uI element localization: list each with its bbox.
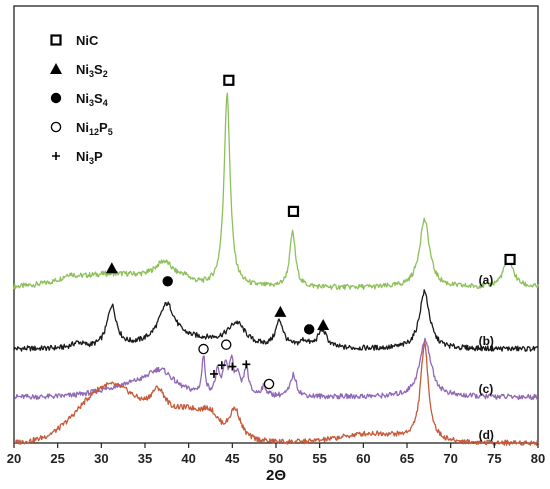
legend-entry-label: Ni3P — [76, 149, 103, 166]
x-tick-label: 75 — [487, 451, 501, 466]
x-tick-label: 50 — [269, 451, 283, 466]
x-tick-label: 60 — [356, 451, 370, 466]
series-line-2 — [13, 289, 539, 352]
filled-triangle-marker — [274, 305, 287, 317]
legend-plus-icon — [52, 152, 60, 160]
plus-marker — [228, 362, 237, 371]
open-square-marker — [504, 253, 516, 266]
plus-marker — [209, 369, 218, 378]
legend-entry-label: Ni3S2 — [76, 62, 108, 79]
x-tick-label: 70 — [443, 451, 457, 466]
series-label: (d) — [479, 428, 494, 442]
legend-entry-label: Ni12P5 — [76, 120, 113, 137]
open-square-marker — [287, 205, 300, 217]
series-label: (b) — [479, 334, 494, 348]
x-tick-label: 65 — [400, 451, 414, 466]
plus-marker — [242, 360, 251, 369]
x-tick-label: 80 — [531, 451, 545, 466]
legend-open-circle-icon — [50, 121, 62, 133]
series-layer — [13, 92, 539, 446]
filled-triangle-marker — [105, 262, 118, 274]
legend-filled-circle-icon — [50, 92, 62, 104]
x-tick-label: 30 — [94, 451, 108, 466]
open-circle-marker — [198, 343, 209, 355]
series-line-1 — [13, 92, 539, 291]
series-label: (c) — [479, 382, 494, 396]
legend: NiC Ni3S2 Ni3S4 Ni12P5 Ni3P — [50, 33, 113, 166]
filled-circle-marker — [303, 324, 315, 335]
legend-entry-label: NiC — [76, 33, 99, 48]
legend-open-square-icon — [50, 34, 62, 46]
series-line-3 — [13, 337, 539, 401]
curve-label-layer: (a) (b) (c) (d) — [479, 273, 494, 442]
series-label: (a) — [479, 273, 494, 287]
x-tick-label: 45 — [225, 451, 239, 466]
x-tick-label: 25 — [50, 451, 64, 466]
open-circle-marker — [220, 339, 232, 350]
x-axis-title: 2Θ — [266, 467, 286, 484]
x-axis-ticks: 20 25 30 35 40 45 50 55 60 65 70 75 80 — [7, 443, 545, 466]
open-circle-marker — [263, 378, 275, 390]
x-tick-label: 40 — [181, 451, 195, 466]
legend-filled-triangle-icon — [50, 63, 62, 74]
open-square-marker — [223, 74, 235, 86]
legend-entry-label: Ni3S4 — [76, 91, 108, 108]
x-tick-label: 55 — [312, 451, 326, 466]
filled-triangle-marker — [317, 319, 330, 331]
plus-marker — [217, 361, 226, 370]
filled-circle-marker — [162, 276, 173, 287]
x-tick-label: 20 — [7, 451, 21, 466]
series-line-4 — [13, 342, 539, 446]
x-tick-label: 35 — [138, 451, 152, 466]
annotation-layer — [105, 74, 516, 390]
